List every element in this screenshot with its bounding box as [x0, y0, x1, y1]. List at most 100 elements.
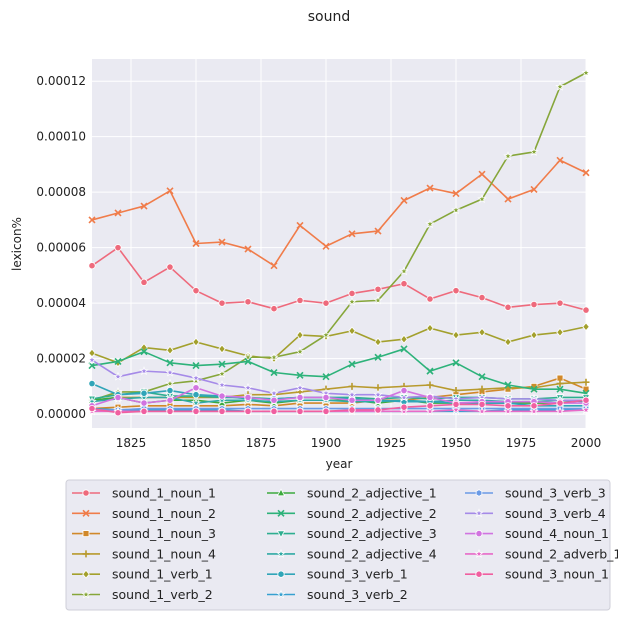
grid — [92, 59, 587, 428]
data-point — [582, 322, 590, 332]
data-point — [400, 196, 408, 205]
data-point — [556, 385, 564, 393]
data-point — [270, 407, 278, 415]
legend-swatch-marker — [276, 530, 286, 539]
data-point — [88, 216, 96, 224]
legend: sound_1_noun_1 sound_1_noun_2 sound_1_noun… — [65, 479, 618, 611]
data-point — [399, 406, 409, 416]
data-point — [322, 299, 330, 307]
legend-swatch-marker — [82, 509, 90, 517]
data-point — [504, 381, 512, 389]
data-point — [192, 384, 200, 392]
data-point — [400, 403, 408, 411]
series-line — [91, 246, 587, 311]
data-point — [114, 244, 122, 252]
data-point — [348, 406, 356, 414]
data-point — [478, 373, 486, 381]
legend-swatch-marker — [82, 489, 90, 497]
data-point — [425, 219, 435, 229]
data-point — [218, 392, 226, 400]
data-point — [114, 357, 122, 365]
series-line — [91, 159, 587, 267]
x-tick-label: 1825 — [116, 436, 147, 450]
x-tick-label: 1950 — [441, 436, 472, 450]
data-point — [295, 346, 305, 356]
y-tick-label: 0.00000 — [36, 407, 86, 421]
data-point — [244, 245, 252, 253]
data-point — [555, 81, 565, 91]
data-point — [452, 400, 460, 409]
data-point — [348, 289, 356, 298]
data-point — [165, 367, 175, 377]
data-point — [296, 221, 304, 230]
data-point — [373, 295, 383, 305]
data-point — [348, 326, 356, 336]
data-point — [322, 242, 330, 250]
data-point — [88, 262, 96, 270]
data-point — [192, 407, 200, 415]
legend-swatch-marker — [82, 569, 90, 579]
y-tick-label: 0.00012 — [36, 74, 86, 88]
data-point — [478, 294, 486, 302]
data-point — [140, 389, 148, 397]
data-point — [348, 230, 356, 238]
x-tick-label: 1925 — [376, 436, 407, 450]
data-point — [503, 406, 513, 416]
data-point — [348, 382, 356, 390]
data-point — [348, 396, 356, 404]
x-tick-label: 1900 — [311, 436, 342, 450]
data-point — [270, 305, 278, 313]
data-point — [296, 330, 304, 340]
legend-label: sound_1_verb_1 — [112, 567, 213, 582]
legend-label: sound_2_adjective_1 — [307, 486, 437, 501]
data-point — [452, 287, 460, 295]
data-point — [269, 388, 279, 398]
data-point — [243, 352, 253, 362]
data-point — [192, 362, 200, 370]
series-sound_1_noun_1 — [88, 244, 590, 314]
legend-label: sound_1_noun_4 — [112, 546, 216, 561]
legend-label: sound_4_noun_1 — [505, 526, 609, 541]
data-point — [426, 381, 434, 389]
x-tick-label: 2000 — [571, 436, 602, 450]
data-point — [166, 359, 174, 367]
data-point — [478, 327, 486, 337]
data-point — [347, 296, 357, 306]
legend-entry: sound_2_adverb_1 — [465, 546, 618, 561]
data-point — [582, 169, 590, 177]
data-point — [295, 382, 305, 392]
data-point — [374, 353, 382, 361]
legend-label: sound_1_noun_2 — [112, 506, 216, 521]
data-point — [348, 360, 356, 368]
data-point — [582, 396, 590, 404]
data-point — [556, 380, 564, 388]
data-point — [269, 352, 279, 362]
legend-swatch-marker — [475, 529, 483, 538]
data-point — [270, 368, 278, 377]
legend-swatch-marker — [277, 509, 285, 517]
series-line — [91, 386, 586, 407]
data-point — [452, 189, 460, 198]
legend-entry: sound_4_noun_1 — [465, 526, 609, 541]
data-point — [504, 402, 512, 410]
data-point — [217, 368, 227, 378]
data-point — [140, 202, 148, 210]
legend-label: sound_3_verb_2 — [307, 587, 408, 602]
data-point — [191, 398, 201, 408]
data-point — [88, 380, 96, 388]
data-point — [166, 386, 174, 395]
y-tick-label: 0.00004 — [36, 296, 86, 310]
legend-label: sound_1_noun_3 — [112, 526, 216, 541]
legend-label: sound_1_verb_2 — [112, 587, 213, 602]
legend-label: sound_2_adjective_4 — [307, 546, 437, 561]
data-point — [166, 407, 174, 415]
data-point — [478, 385, 486, 393]
data-point — [374, 406, 382, 414]
data-point — [347, 389, 357, 399]
data-point — [166, 263, 174, 271]
legend-entry: sound_3_verb_2 — [267, 587, 408, 602]
legend-label: sound_3_verb_4 — [505, 506, 606, 521]
data-point — [296, 407, 304, 415]
legend-swatch-marker — [277, 570, 285, 578]
data-point — [140, 348, 148, 356]
